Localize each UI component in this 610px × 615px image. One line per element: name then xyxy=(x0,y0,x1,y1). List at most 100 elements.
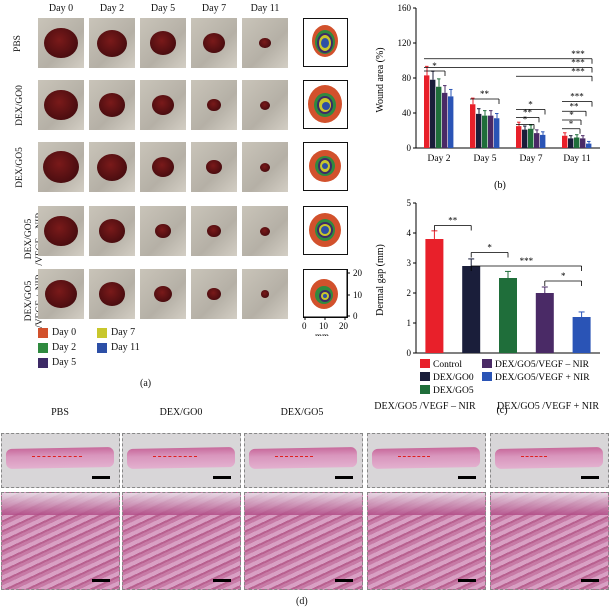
trace-ytick-10: 10 xyxy=(353,290,363,300)
histology-detail-3 xyxy=(367,492,486,590)
scale-bar xyxy=(458,476,476,479)
histo-label-dex-go0: DEX/GO0 xyxy=(159,407,203,418)
trace-scale-axis: 20 10 0 0 10 20 mm xyxy=(302,268,363,336)
wound-spot xyxy=(44,89,78,121)
legend-day11: Day 11 xyxy=(97,342,140,353)
histology-detail-0 xyxy=(1,492,120,590)
col-header-day2: Day 2 xyxy=(99,3,125,14)
chart-c-legend-label: DEX/GO5/VEGF + NIR xyxy=(495,373,590,383)
wound-photo-r0-c3 xyxy=(191,18,237,68)
wound-spot xyxy=(97,29,127,57)
wound-photo-r4-c4 xyxy=(242,269,288,319)
legend-day2: Day 2 xyxy=(38,342,76,353)
caption-a: (a) xyxy=(140,378,152,389)
wound-photo-r2-c0 xyxy=(38,142,84,192)
histology-detail-2 xyxy=(244,492,363,590)
chart-b-bar xyxy=(482,115,488,148)
histology-overview-2 xyxy=(244,433,363,488)
scale-bar xyxy=(335,476,353,479)
chart-b-bar xyxy=(430,79,436,148)
chart-c-ytick-label: 0 xyxy=(407,348,412,358)
chart-b-ylabel: Wound area (%) xyxy=(375,47,386,112)
epidermis-layer xyxy=(2,493,119,515)
chart-b-sig-label: *** xyxy=(571,66,585,76)
wound-photo-r2-c1 xyxy=(89,142,135,192)
trace-unit: mm xyxy=(315,331,329,336)
histology-detail-4 xyxy=(490,492,609,590)
col-header-day11: Day 11 xyxy=(250,3,280,14)
chart-c-legend-swatch xyxy=(482,372,492,381)
chart-c-legend-label: DEX/GO5 xyxy=(433,386,474,396)
tissue-section xyxy=(371,447,481,469)
epidermis-layer xyxy=(245,493,362,515)
scale-bar xyxy=(92,476,110,479)
chart-c-bar xyxy=(572,317,591,353)
chart-b-bar xyxy=(528,128,534,148)
wound-photo-r3-c3 xyxy=(191,206,237,256)
row-label-vegf-plus: DEX/GO5 /VEGF + NIR xyxy=(24,274,45,328)
tissue-section xyxy=(494,447,604,469)
wound-spot xyxy=(43,150,79,184)
trace-xtick-20: 20 xyxy=(339,321,349,331)
chart-c-sig-label: ** xyxy=(448,216,458,226)
chart-b-bar xyxy=(488,115,494,148)
legend-day5: Day 5 xyxy=(38,357,76,368)
wound-spot xyxy=(207,287,221,301)
chart-b-category-label: Day 11 xyxy=(563,154,591,164)
trace-xtick-10: 10 xyxy=(319,321,329,331)
chart-c-ytick-label: 2 xyxy=(407,288,412,298)
legend-day0: Day 0 xyxy=(38,327,76,338)
wound-spot xyxy=(154,285,172,303)
wound-photo-r2-c3 xyxy=(191,142,237,192)
legend-swatch-day0 xyxy=(38,327,48,338)
wound-spot xyxy=(44,215,78,247)
tissue-section xyxy=(248,447,358,469)
legend-swatch-day11 xyxy=(97,342,107,353)
chart-b-bar xyxy=(436,86,442,148)
row-label-pbs: PBS xyxy=(12,35,23,52)
wound-photo-r2-c4 xyxy=(242,142,288,192)
wound-spot xyxy=(259,37,271,49)
epidermis-layer xyxy=(123,493,240,515)
wound-photo-r3-c2 xyxy=(140,206,186,256)
chart-c-legend-label: DEX/GO0 xyxy=(433,373,474,383)
chart-b-bar xyxy=(476,113,482,148)
chart-c-ytick-label: 5 xyxy=(407,198,412,208)
histology-detail-1 xyxy=(122,492,241,590)
wound-photo-r1-c4 xyxy=(242,80,288,130)
chart-b-bar xyxy=(442,92,448,148)
chart-c-sig-label: * xyxy=(487,243,492,253)
wound-spot xyxy=(44,27,78,59)
wound-photo-r3-c0 xyxy=(38,206,84,256)
chart-c-ytick-label: 1 xyxy=(407,318,412,328)
scale-bar xyxy=(458,579,476,582)
wound-spot xyxy=(155,223,171,239)
wound-spot xyxy=(260,100,270,110)
chart-c-legend-label: Control xyxy=(433,360,462,370)
wound-spot xyxy=(99,93,125,117)
epidermis-layer xyxy=(368,493,485,515)
wound-spot xyxy=(206,159,222,175)
row-label-dex-go5: DEX/GO5 xyxy=(14,147,25,188)
chart-b-ytick-label: 0 xyxy=(407,143,412,153)
wound-photo-r0-c4 xyxy=(242,18,288,68)
dermal-gap-marker xyxy=(398,456,430,457)
row-label-dex-go0: DEX/GO0 xyxy=(14,85,25,126)
wound-spot xyxy=(260,226,270,236)
histology-overview-0 xyxy=(1,433,120,488)
chart-c-ytick-label: 3 xyxy=(407,258,412,268)
wound-trace-pbs xyxy=(303,18,348,67)
chart-b-sig-label: ** xyxy=(523,107,533,117)
wound-photo-r4-c0 xyxy=(38,269,84,319)
wound-photo-r2-c2 xyxy=(140,142,186,192)
trace-ytick-20: 20 xyxy=(353,268,363,278)
histology-overview-4 xyxy=(490,433,609,488)
histology-overview-1 xyxy=(122,433,241,488)
trace-xtick-0: 0 xyxy=(302,321,307,331)
wound-photo-r0-c2 xyxy=(140,18,186,68)
chart-b-sig-label: * xyxy=(569,110,574,120)
scale-bar xyxy=(213,579,231,582)
chart-b-bar xyxy=(540,134,546,148)
wound-photo-r4-c1 xyxy=(89,269,135,319)
